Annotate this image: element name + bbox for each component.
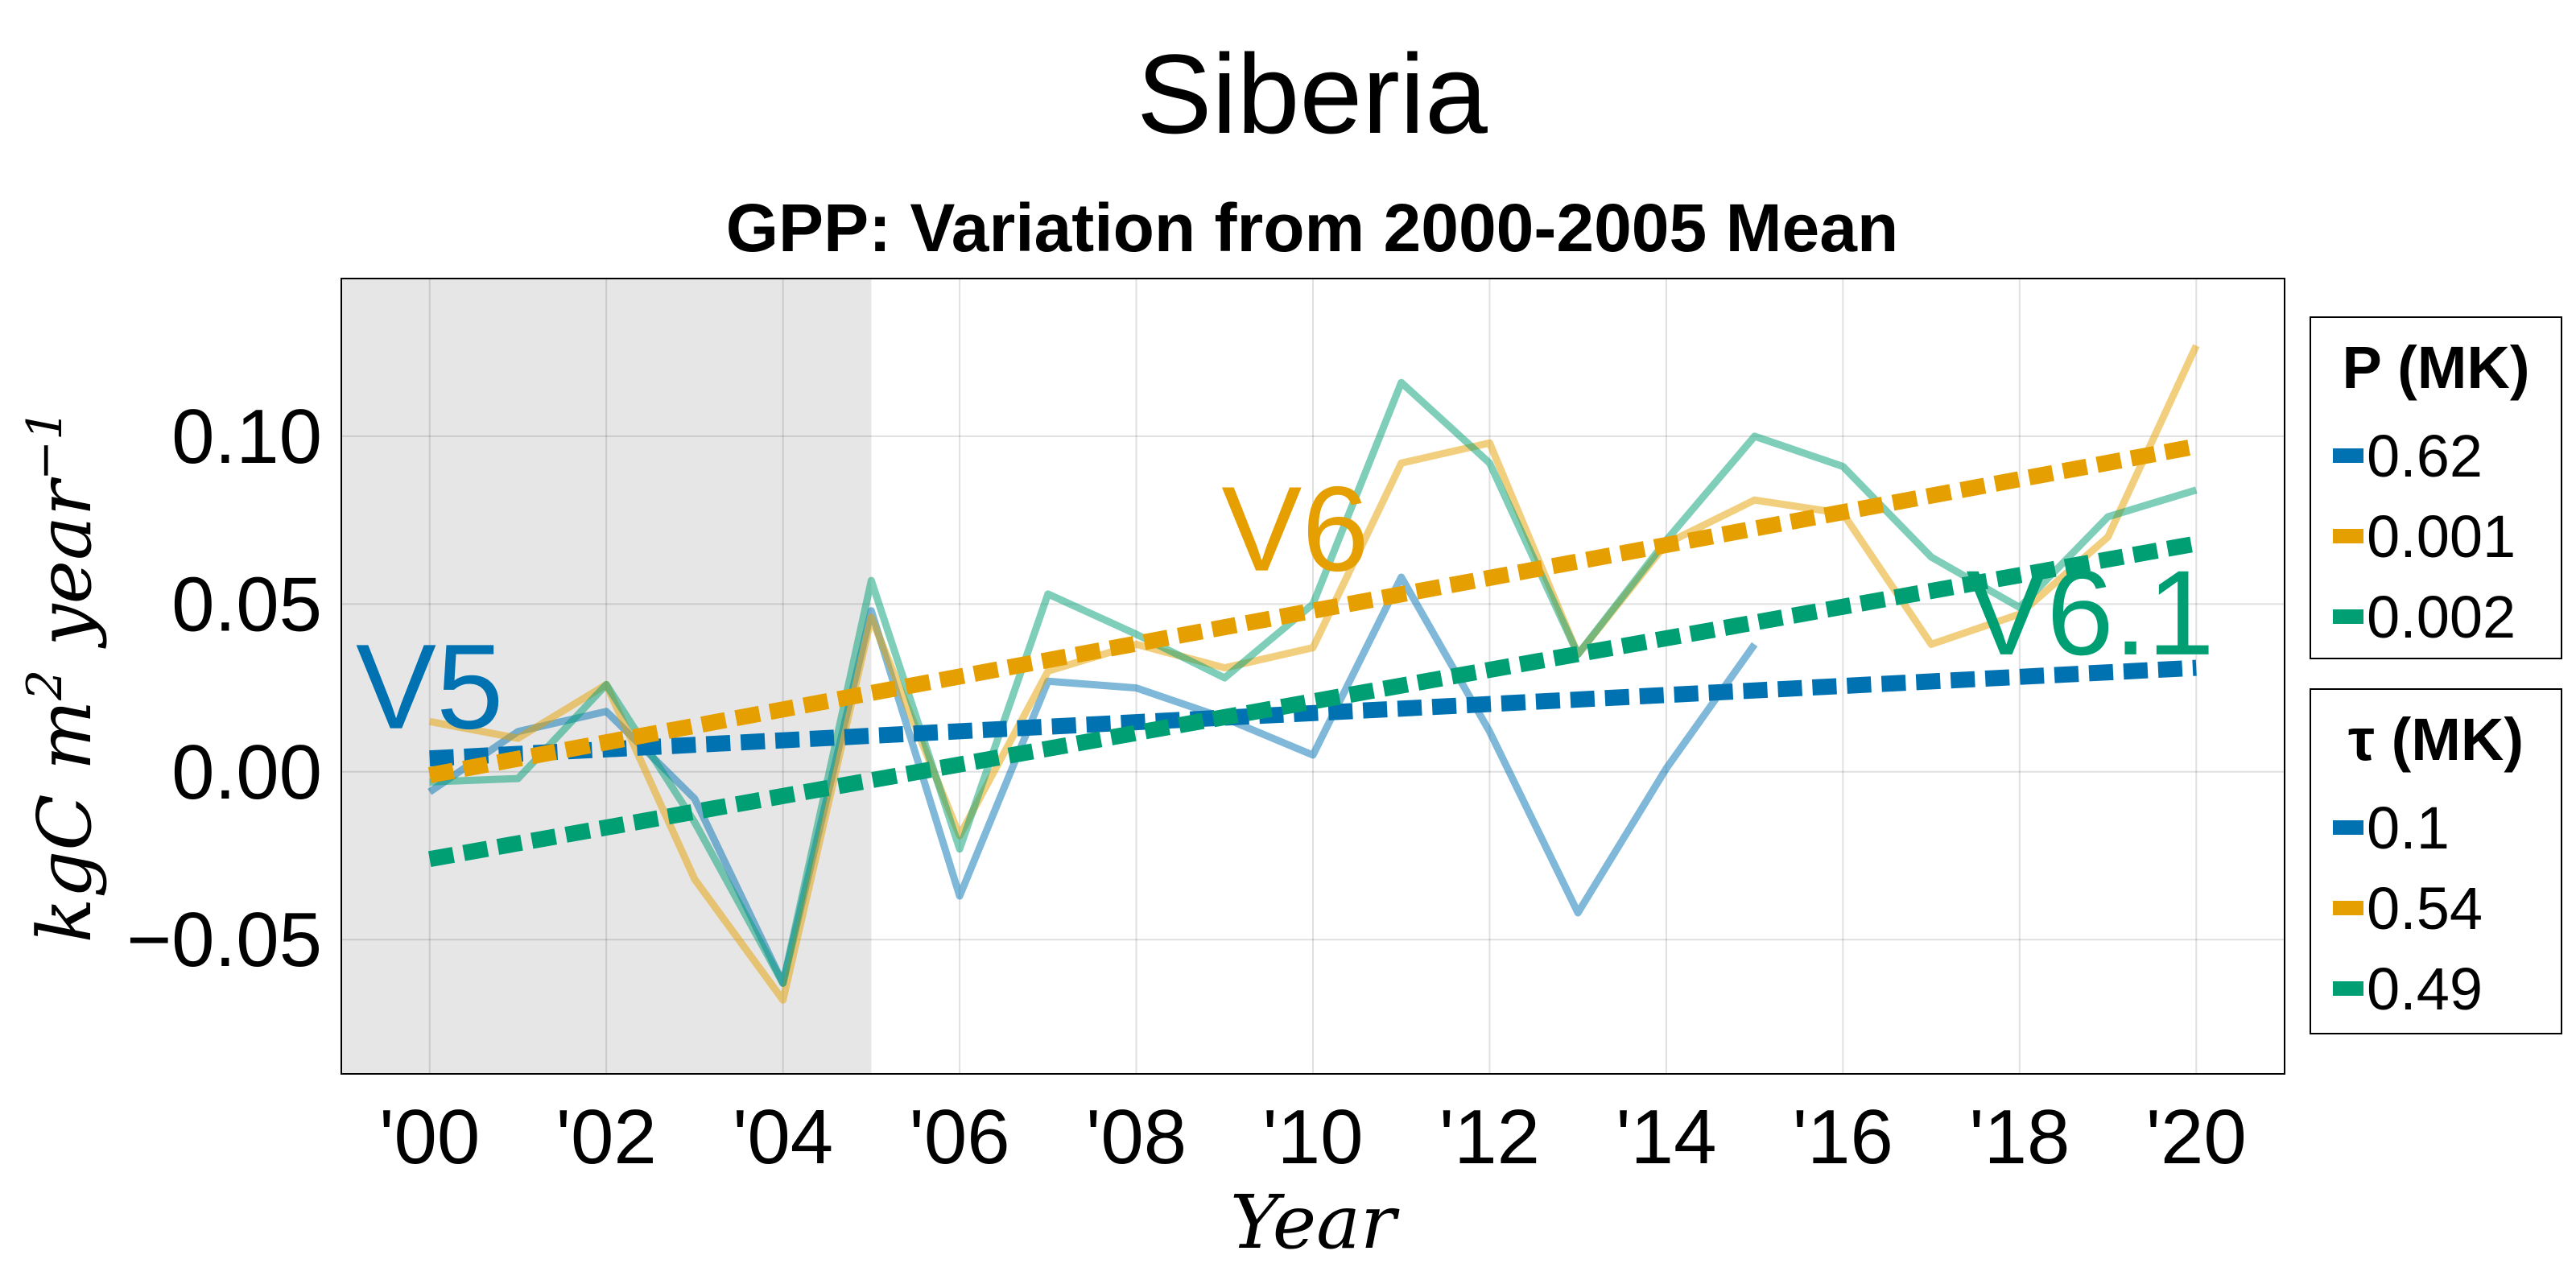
x-tick-label: '12: [1439, 1094, 1540, 1180]
y-axis-label-mid: year: [22, 477, 108, 670]
x-tick-label: '06: [910, 1094, 1010, 1180]
y-tick-label: −0.05: [126, 897, 322, 983]
x-tick-label: '14: [1616, 1094, 1716, 1180]
legend-entry-label: 0.1: [2367, 795, 2450, 861]
chart-title: GPP: Variation from 2000-2005 Mean: [726, 190, 1899, 266]
y-axis-label-sup2: −1: [17, 410, 73, 481]
x-tick-labels: '00 '02 '04 '06 '08 '10 '12 '14 '16 '18 '20: [379, 1094, 2247, 1180]
trend-lines: [427, 438, 2198, 868]
y-axis-label-sup1: 2: [17, 670, 73, 701]
x-tick-label: '08: [1086, 1094, 1187, 1180]
legend-entry-label: 0.001: [2367, 503, 2516, 570]
plot-frame: [341, 278, 2285, 1075]
legend-title: P (MK): [2343, 334, 2530, 401]
x-tick-label: '20: [2146, 1094, 2247, 1180]
legend-box: [2310, 688, 2562, 1034]
y-axis-label-main: kgC m: [22, 700, 108, 943]
legend-p-mk: P (MK) 0.62 0.001 0.002: [2310, 316, 2562, 659]
annotation-V6-1: V6.1: [1966, 545, 2215, 680]
legend-entry-label: 0.49: [2367, 956, 2483, 1022]
legends: P (MK) 0.62 0.001 0.002 τ (MK) 0.1 0.54 0.49: [2310, 316, 2562, 1034]
y-tick-label: 0.10: [171, 394, 322, 480]
trend-line-V5: [429, 659, 2197, 767]
x-tick-label: '18: [1969, 1094, 2070, 1180]
trend-line-V6-1: [427, 535, 2198, 868]
annotation-V5: V5: [356, 619, 503, 754]
series-line-V6-1: [429, 378, 2198, 987]
x-tick-label: '16: [1793, 1094, 1893, 1180]
legend-tau-mk: τ (MK) 0.1 0.54 0.49: [2310, 688, 2562, 1034]
plot-background: [341, 279, 872, 1074]
legend-entry-label: 0.002: [2367, 584, 2516, 650]
y-tick-label: 0.00: [171, 729, 322, 815]
y-axis-label: kgC m2 year−1: [17, 410, 108, 943]
series-annotations: V5 V6 V6.1: [356, 461, 2215, 754]
annotation-V6: V6: [1221, 461, 1368, 597]
x-tick-label: '00: [379, 1094, 480, 1180]
x-tick-label: '10: [1262, 1094, 1363, 1180]
y-tick-labels: −0.05 0.00 0.05 0.10: [126, 394, 322, 983]
legend-entry-label: 0.54: [2367, 875, 2483, 942]
baseline-period-shading: [341, 279, 872, 1074]
y-tick-label: 0.05: [171, 561, 322, 647]
x-tick-label: '02: [556, 1094, 657, 1180]
legend-entry-label: 0.62: [2367, 423, 2483, 489]
x-tick-label: '04: [733, 1094, 833, 1180]
trend-line-V6: [427, 438, 2198, 783]
chart-suptitle: Siberia: [1137, 31, 1488, 157]
legend-title: τ (MK): [2348, 706, 2524, 773]
x-axis-label: Year: [1230, 1179, 1400, 1265]
legend-box: [2310, 316, 2562, 659]
